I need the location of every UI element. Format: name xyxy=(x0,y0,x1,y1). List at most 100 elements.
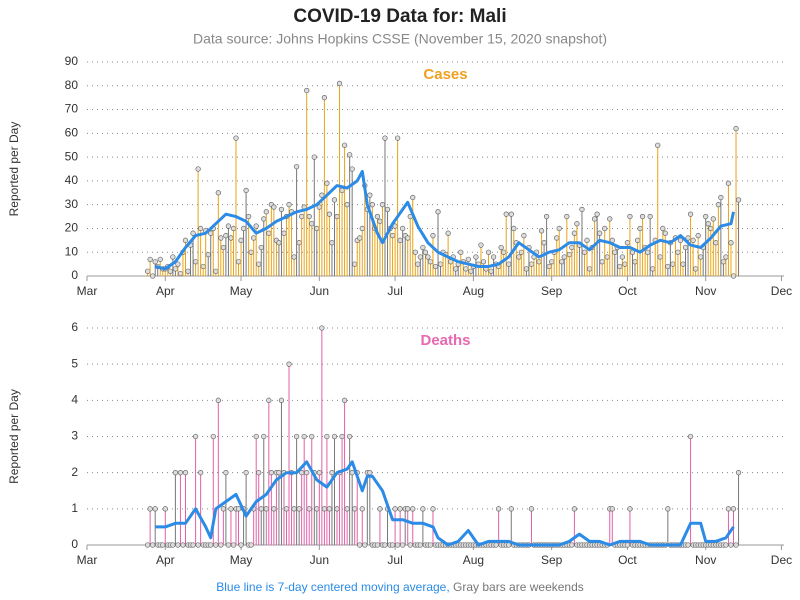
needle-marker xyxy=(384,206,391,213)
needle-marker xyxy=(695,232,701,239)
needle-marker xyxy=(235,259,242,265)
y-tick-label: 30 xyxy=(65,197,79,211)
needle-marker xyxy=(170,254,176,260)
needle-marker xyxy=(326,506,333,512)
needle-marker xyxy=(218,235,224,241)
needle-marker xyxy=(321,506,328,512)
x-tick-label: Aug xyxy=(463,553,484,567)
needle-marker xyxy=(574,221,580,227)
needle-marker xyxy=(197,470,204,476)
needle-marker xyxy=(233,135,239,141)
needle-marker xyxy=(549,259,555,265)
needle-marker xyxy=(359,506,365,512)
needle-marker xyxy=(607,216,613,222)
x-tick-label: Jun xyxy=(310,553,329,567)
footnote-weekend: Gray bars are weekends xyxy=(453,580,584,594)
needle-marker xyxy=(329,240,335,246)
moving-average-line xyxy=(155,460,735,547)
needle-marker xyxy=(490,254,497,260)
needle-marker xyxy=(586,266,593,272)
needle-marker xyxy=(632,259,638,265)
needle-marker xyxy=(665,263,671,270)
needle-marker xyxy=(480,259,487,265)
needle-marker xyxy=(604,254,610,260)
needle-marker xyxy=(357,235,363,241)
needle-marker xyxy=(251,235,257,241)
needle-marker xyxy=(357,542,363,548)
needle-marker xyxy=(160,542,166,548)
x-tick-label: Sep xyxy=(541,284,563,298)
needle-marker xyxy=(566,251,572,258)
needle-marker xyxy=(175,542,181,548)
needle-marker xyxy=(405,235,411,241)
needle-marker xyxy=(579,206,585,213)
needle-marker xyxy=(644,249,651,255)
needle-marker xyxy=(698,254,704,260)
needle-marker xyxy=(215,190,221,196)
needle-marker xyxy=(569,542,575,548)
needle-marker xyxy=(301,433,307,440)
needle-marker xyxy=(271,204,277,210)
needle-marker xyxy=(523,266,530,272)
needle-marker xyxy=(339,433,345,440)
needle-marker xyxy=(278,206,285,213)
y-tick-label: 5 xyxy=(71,356,78,370)
needle-marker xyxy=(144,268,151,274)
needle-marker xyxy=(190,542,196,548)
needle-marker xyxy=(304,470,310,476)
needle-marker xyxy=(256,261,262,267)
needle-marker xyxy=(215,397,221,403)
needle-marker xyxy=(182,470,189,476)
needle-marker xyxy=(394,542,401,548)
needle-marker xyxy=(624,542,631,548)
x-tick-label: Mar xyxy=(77,284,98,298)
y-tick-label: 70 xyxy=(65,102,79,116)
needle-marker xyxy=(617,263,623,270)
y-tick-label: 40 xyxy=(65,173,79,187)
needle-marker xyxy=(485,249,492,255)
needle-marker xyxy=(197,225,204,232)
needle-marker xyxy=(518,249,525,255)
needle-marker xyxy=(581,249,588,255)
needle-marker xyxy=(541,240,547,246)
needle-marker xyxy=(602,225,608,232)
footnote: Blue line is 7-day centered moving avera… xyxy=(216,580,584,594)
needle-marker xyxy=(144,542,151,548)
needle-marker xyxy=(725,180,732,186)
needle-marker xyxy=(677,237,684,243)
needle-marker xyxy=(495,506,502,512)
needle-marker xyxy=(703,213,709,220)
needle-marker xyxy=(225,542,232,548)
needle-marker xyxy=(359,225,365,232)
needle-marker xyxy=(427,542,434,548)
needle-marker xyxy=(235,506,242,512)
needle-marker xyxy=(167,268,173,274)
y-tick-label: 2 xyxy=(71,465,78,479)
needle-marker xyxy=(157,256,163,263)
needle-marker xyxy=(369,202,376,208)
needle-marker xyxy=(397,237,403,243)
needle-marker xyxy=(728,542,734,548)
needle-marker xyxy=(291,254,297,260)
needle-marker xyxy=(528,506,535,512)
needle-marker xyxy=(392,506,398,512)
needle-marker xyxy=(170,542,176,548)
needle-marker xyxy=(637,225,643,232)
needle-marker xyxy=(690,237,696,243)
needle-marker xyxy=(150,542,156,548)
needle-marker xyxy=(415,261,421,267)
needle-marker xyxy=(367,192,373,198)
needle-marker xyxy=(293,163,300,170)
y-tick-label: 1 xyxy=(71,501,78,515)
needle-marker xyxy=(619,254,626,260)
needle-marker xyxy=(309,221,315,227)
needle-marker xyxy=(213,542,219,548)
needle-marker xyxy=(263,209,269,215)
needle-marker xyxy=(304,87,310,94)
needle-marker xyxy=(528,261,535,267)
needle-marker xyxy=(162,506,168,512)
needle-marker xyxy=(624,240,631,246)
needle-marker xyxy=(425,254,431,260)
needle-marker xyxy=(622,261,628,267)
needle-marker xyxy=(382,542,388,548)
